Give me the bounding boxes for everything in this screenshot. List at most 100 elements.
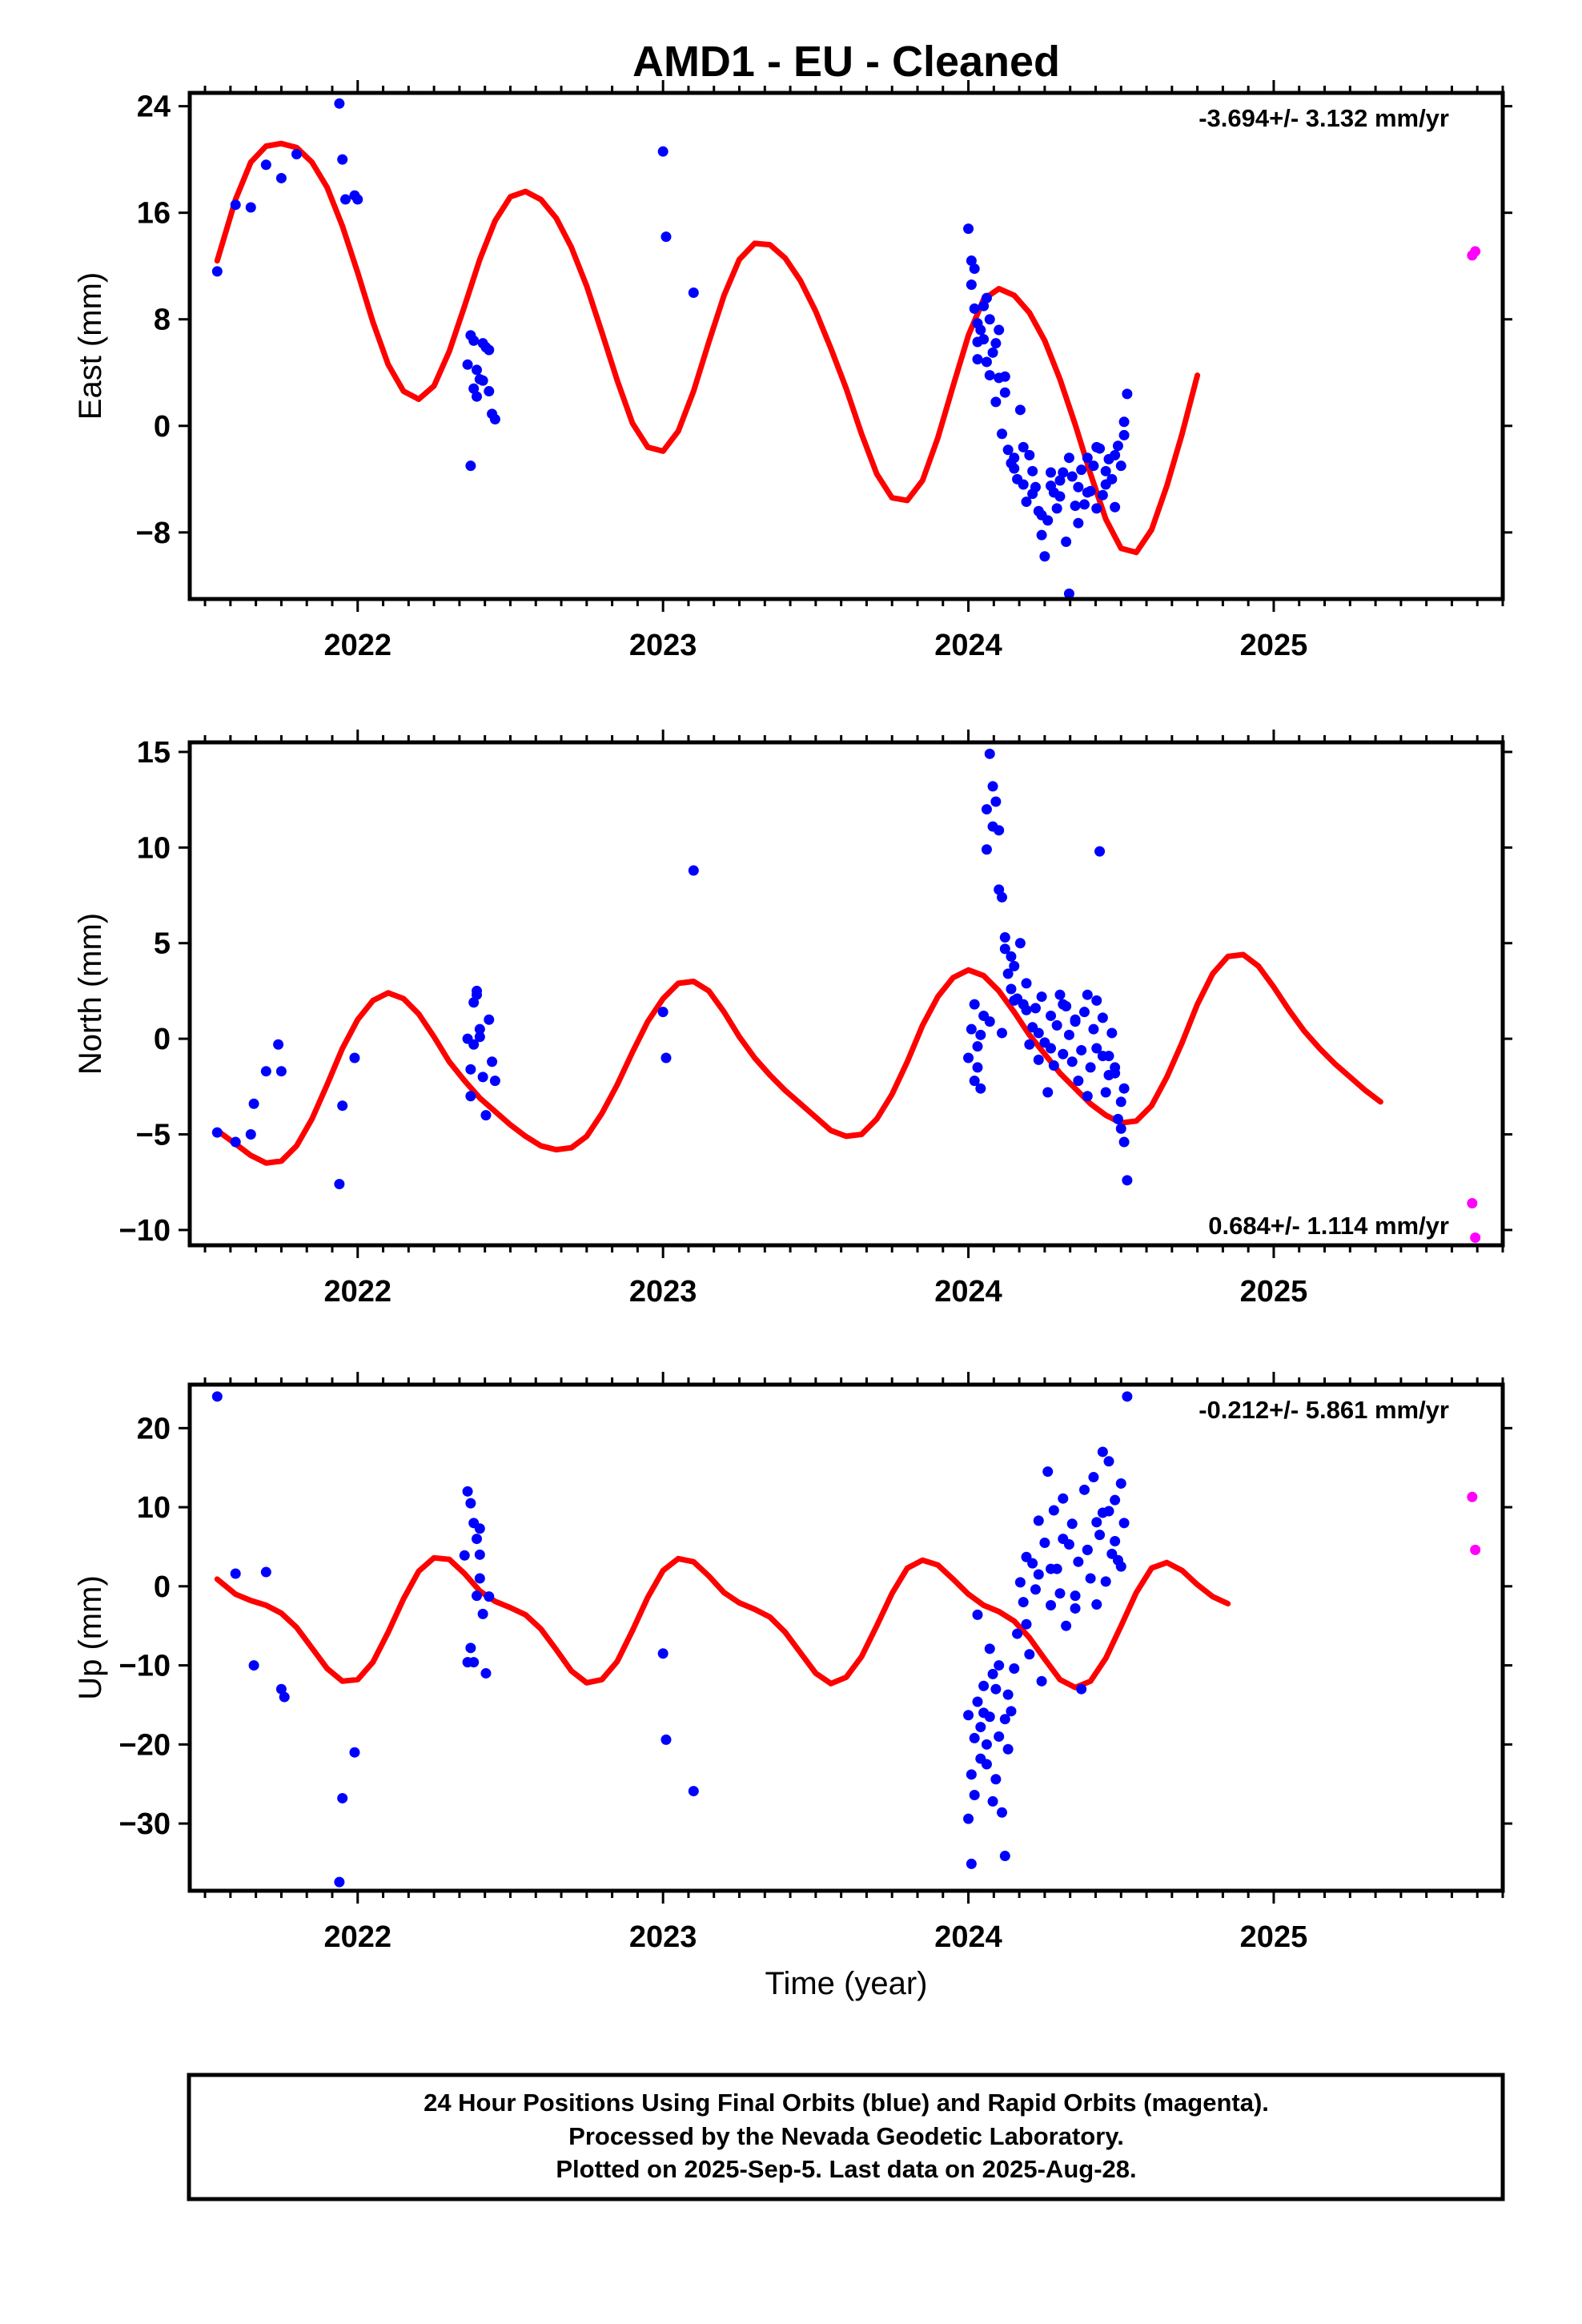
final-orbit-point <box>999 932 1010 943</box>
final-orbit-point <box>465 1091 476 1102</box>
final-orbit-point <box>468 383 480 394</box>
final-orbit-point <box>963 1710 974 1721</box>
final-orbit-point <box>465 1642 476 1654</box>
final-orbit-point <box>1070 1590 1081 1602</box>
final-orbit-point <box>657 1007 669 1018</box>
plot-frame <box>187 90 1505 601</box>
final-orbit-point <box>1006 983 1017 995</box>
final-orbit-point <box>337 1100 348 1112</box>
final-orbit-point <box>1061 536 1072 547</box>
y-tick-label: −30 <box>119 1807 171 1841</box>
final-orbit-point <box>1054 1588 1066 1599</box>
final-orbit-point <box>975 1029 986 1040</box>
final-orbit-point <box>1103 1506 1114 1517</box>
final-orbit-point <box>1082 452 1093 464</box>
final-orbit-point <box>997 1807 1008 1818</box>
final-orbit-point <box>1066 471 1078 482</box>
final-orbit-point <box>465 1498 476 1509</box>
final-orbit-point <box>1110 1536 1121 1547</box>
final-orbit-point <box>1076 1044 1087 1055</box>
final-orbit-point <box>999 371 1010 382</box>
final-orbit-point <box>340 194 351 205</box>
final-orbit-point <box>1091 995 1102 1006</box>
final-orbit-point <box>1009 452 1020 464</box>
final-orbit-point <box>462 1657 473 1668</box>
final-orbit-point <box>1097 1012 1108 1023</box>
final-orbit-point <box>211 1127 223 1138</box>
final-orbit-point <box>661 231 672 243</box>
up-panel: 20 10 0 −10 −20 −30 2022 2023 2024 2025 -0.212+/- … <box>73 1372 1512 1954</box>
final-orbit-point <box>978 1680 990 1691</box>
final-orbit-point <box>352 194 363 205</box>
final-orbit-point <box>1048 1505 1059 1516</box>
final-orbit-point <box>1054 989 1066 1000</box>
figure-title: AMD1 - EU - Cleaned <box>632 38 1060 86</box>
final-orbit-point <box>1118 429 1130 440</box>
final-orbit-point <box>1106 1027 1118 1039</box>
final-orbit-point <box>1082 989 1093 1000</box>
rate-label: 0.684+/- 1.114 mm/yr <box>1208 1212 1449 1240</box>
final-orbit-point <box>334 1179 345 1190</box>
rapid-orbit-point <box>1470 1544 1481 1555</box>
final-orbit-point <box>1078 1484 1090 1495</box>
final-orbit-point <box>981 844 992 855</box>
final-orbit-point <box>1021 1551 1032 1562</box>
final-orbit-point <box>984 1643 995 1655</box>
final-orbit-point <box>472 391 483 402</box>
final-orbit-point <box>981 292 992 304</box>
final-orbit-point <box>1066 1056 1078 1068</box>
final-orbit-point <box>994 825 1005 836</box>
final-orbit-point <box>468 335 480 346</box>
final-orbit-point <box>1033 1515 1044 1526</box>
final-orbit-point <box>484 1591 495 1602</box>
final-orbit-point <box>1100 465 1111 476</box>
final-orbit-point <box>975 1083 986 1094</box>
final-orbit-point <box>994 324 1005 336</box>
y-axis-label: North (mm) <box>73 913 108 1075</box>
final-orbit-point <box>1009 1663 1020 1675</box>
final-orbit-point <box>1048 1060 1059 1072</box>
final-orbit-point <box>990 796 1002 807</box>
final-orbit-point <box>477 375 488 386</box>
footer-line-2: Processed by the Nevada Geodetic Laborat… <box>568 2122 1124 2150</box>
final-orbit-point <box>981 1759 992 1770</box>
final-orbit-point <box>1110 1494 1121 1506</box>
final-orbit-point <box>1006 1706 1017 1717</box>
final-orbit-point <box>474 1549 485 1560</box>
x-tick-label: 2023 <box>629 1275 697 1309</box>
final-orbit-point <box>1014 938 1026 949</box>
x-tick-label: 2022 <box>323 1275 391 1309</box>
final-orbit-point <box>688 865 699 876</box>
final-orbit-point <box>1122 1391 1133 1402</box>
final-orbit-point <box>474 1573 485 1584</box>
final-orbit-point <box>230 1568 241 1579</box>
final-orbit-point <box>275 172 287 183</box>
final-orbit-point <box>963 1052 974 1063</box>
footer-frame <box>187 2073 1505 2201</box>
x-tick-label: 2025 <box>1240 1920 1308 1954</box>
final-orbit-point <box>1027 489 1038 500</box>
final-orbit-point <box>462 1486 473 1497</box>
final-orbit-point <box>661 1052 672 1063</box>
model-curve <box>214 951 1383 1166</box>
final-orbit-point <box>1042 1466 1054 1478</box>
model-curve <box>214 140 1201 556</box>
final-orbit-point <box>260 159 271 171</box>
y-axis-label: East (mm) <box>73 272 108 420</box>
final-orbit-point <box>978 334 990 345</box>
x-tick-label: 2025 <box>1240 629 1308 662</box>
final-orbit-point <box>1058 1493 1069 1504</box>
final-orbit-point <box>1033 1569 1044 1580</box>
final-orbit-point <box>472 364 483 376</box>
final-orbit-point <box>484 344 495 356</box>
final-orbit-point <box>1118 1083 1130 1094</box>
y-tick-label: 10 <box>137 831 171 865</box>
final-orbit-point <box>984 1711 995 1723</box>
final-orbit-point <box>963 223 974 235</box>
final-orbit-point <box>1024 449 1035 460</box>
final-orbit-point <box>969 303 980 314</box>
final-orbit-point <box>248 1660 259 1671</box>
final-orbit-point <box>999 943 1010 955</box>
final-orbit-point <box>1063 1029 1074 1040</box>
final-orbit-point <box>1100 1087 1111 1098</box>
